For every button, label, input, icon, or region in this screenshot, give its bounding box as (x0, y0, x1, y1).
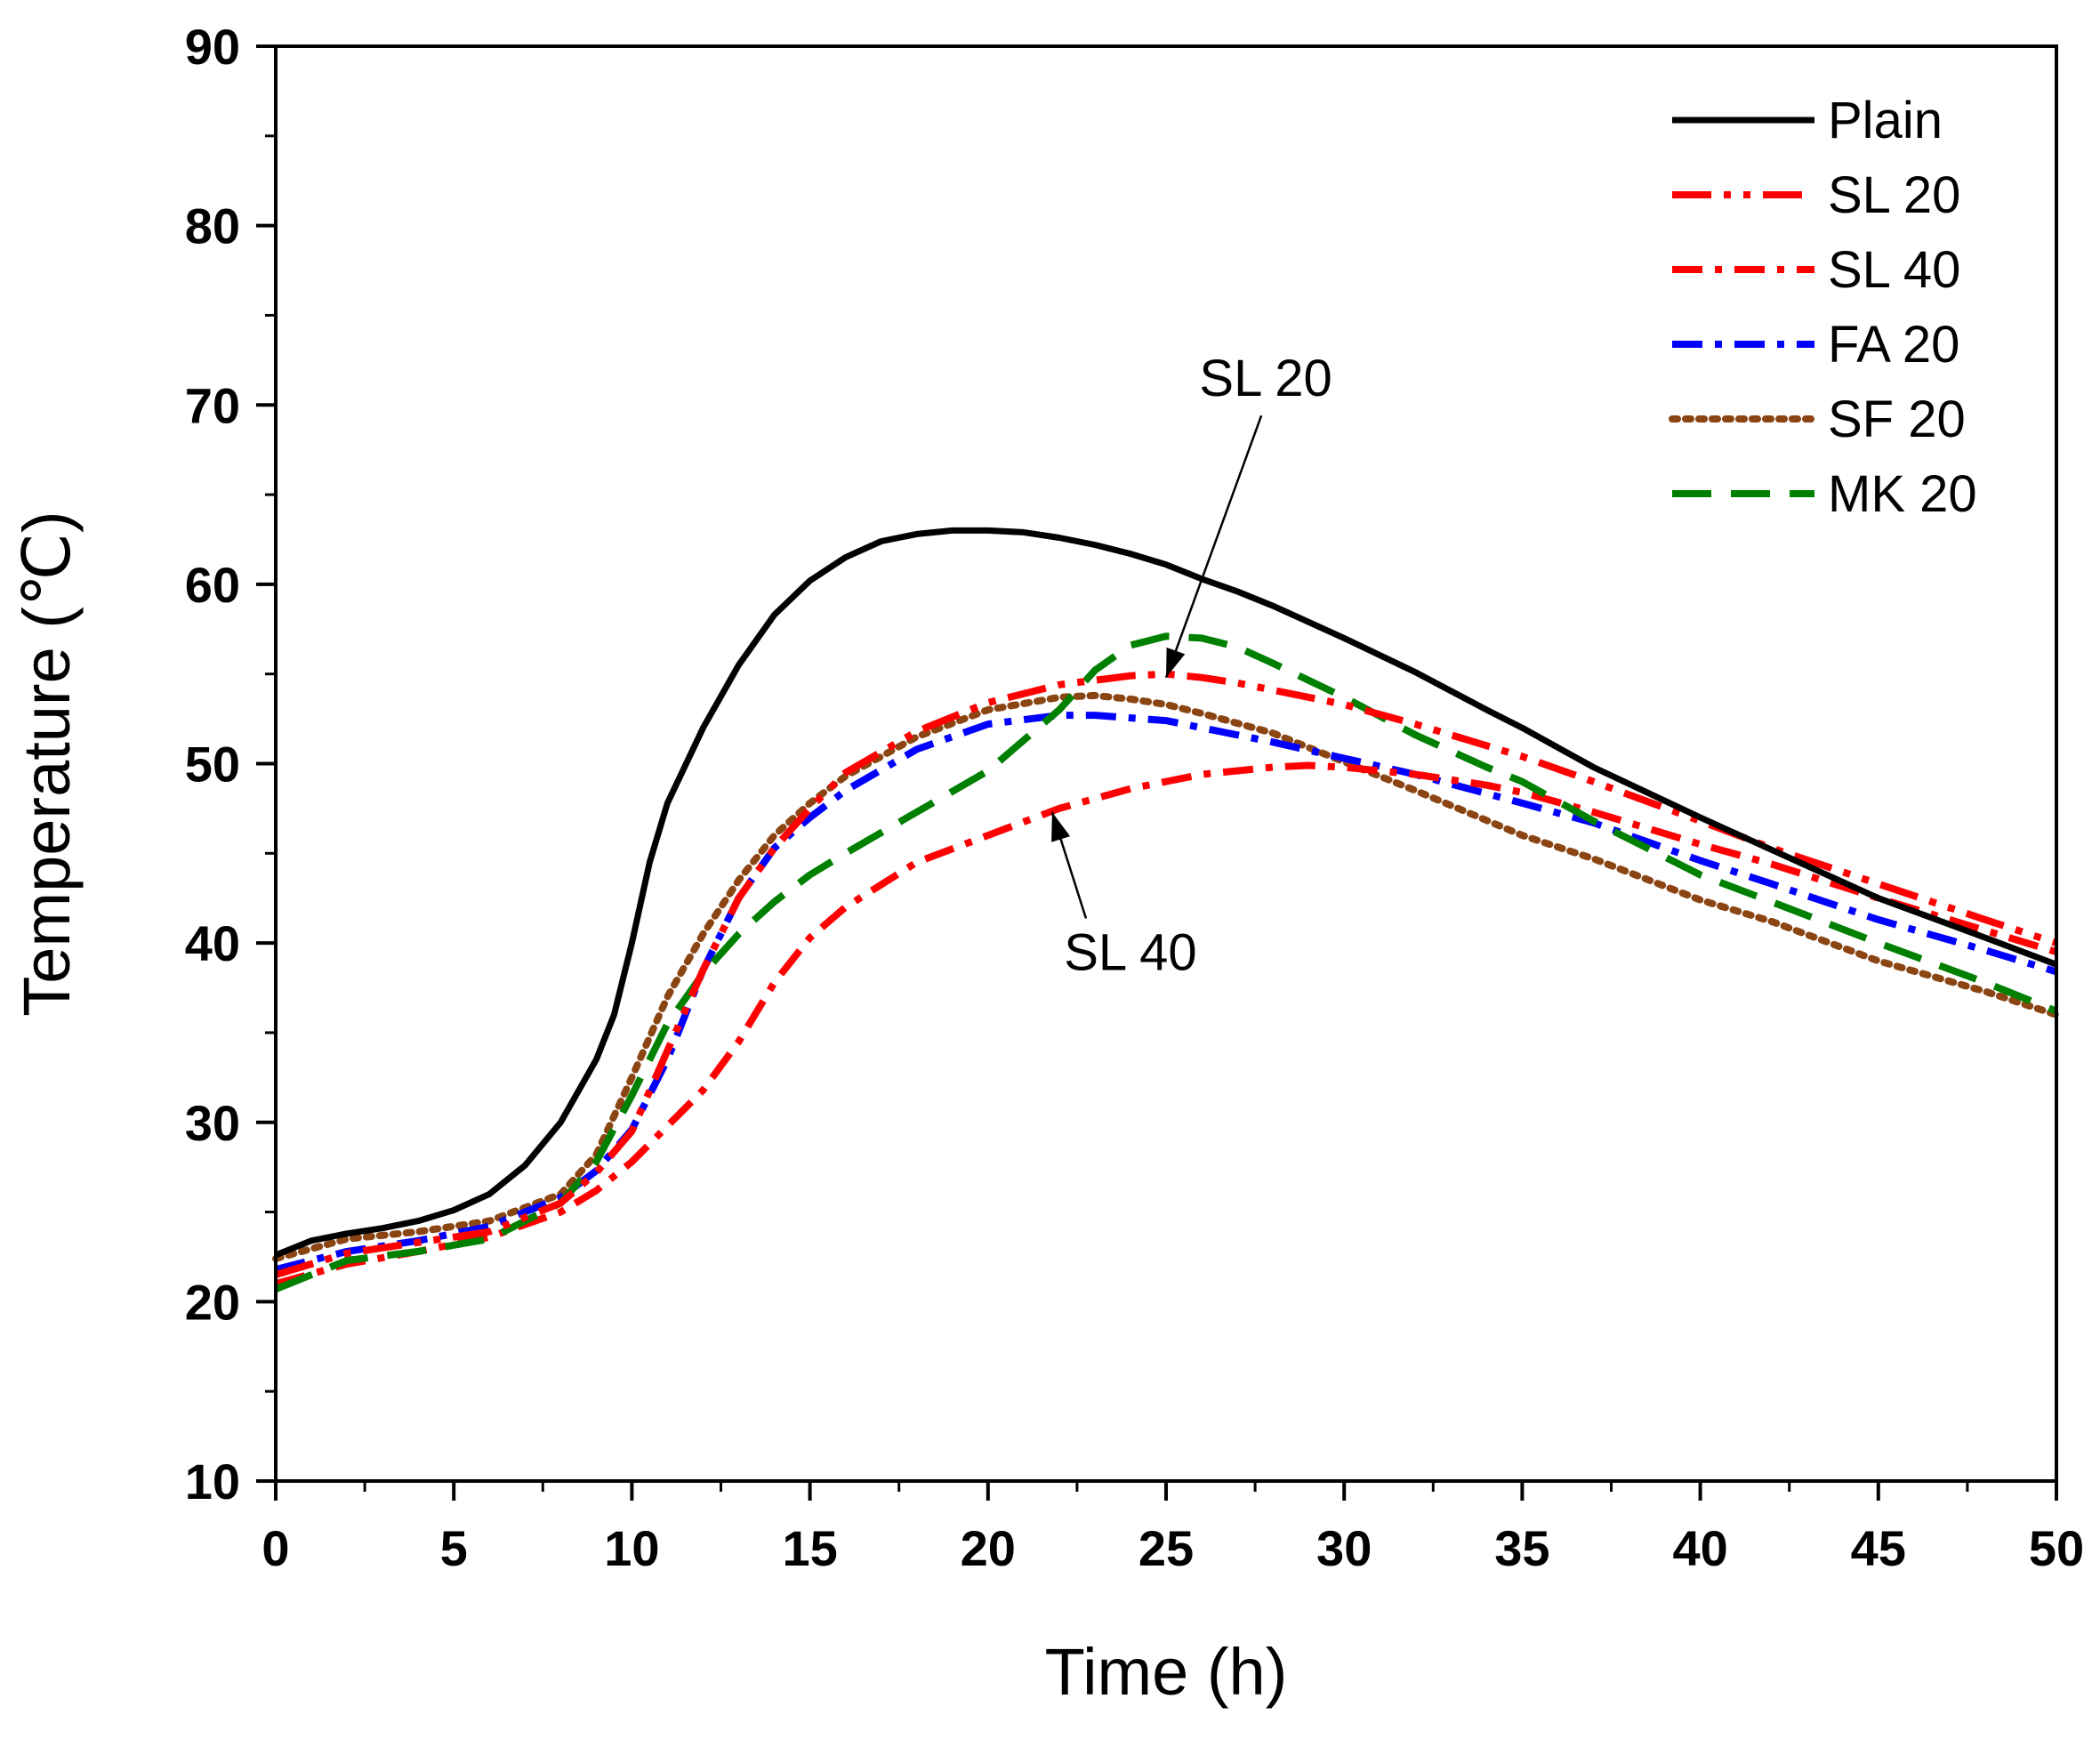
series-line-sf-20 (272, 691, 2060, 1262)
plot-frame (274, 44, 2058, 1483)
x-tick-label: 5 (440, 1520, 468, 1576)
x-tick-label: 25 (1139, 1520, 1194, 1576)
y-tick-label: 70 (185, 377, 240, 433)
series-line-sl-40 (274, 761, 2058, 1288)
legend-label-sl-40: SL 40 (1828, 241, 1960, 299)
x-tick-label: 10 (604, 1520, 659, 1576)
legend-label-fa-20: FA 20 (1828, 316, 1959, 374)
series-line-fa-20 (275, 712, 2058, 1273)
legend: Plain SL 20 SL 40 FA 20 SF 20 MK 20 (1669, 92, 1977, 523)
annotation-label-sl-20: SL 20 (1199, 350, 1332, 407)
legend-label-sl-20: SL 20 (1828, 166, 1960, 224)
y-tick-label: 30 (185, 1095, 240, 1151)
x-tick-label: 0 (261, 1520, 289, 1576)
annotation-label-sl-40: SL 40 (1064, 923, 1196, 981)
y-tick-label: 60 (185, 557, 240, 613)
y-tick-label: 40 (185, 915, 240, 971)
y-tick-label: 10 (185, 1453, 240, 1510)
y-tick-label: 50 (185, 737, 240, 793)
legend-label-mk-20: MK 20 (1828, 465, 1977, 523)
x-tick-label: 40 (1672, 1520, 1727, 1576)
annotation-arrow-sl-20 (1164, 415, 1263, 679)
legend-label-plain: Plain (1828, 92, 1943, 149)
x-tick-label: 15 (782, 1520, 837, 1576)
x-tick-label: 50 (2029, 1520, 2084, 1576)
x-axis-title: Time (h) (1045, 1635, 1288, 1709)
series-line-mk-20 (274, 632, 2058, 1293)
y-tick-label: 80 (185, 198, 240, 254)
annotation-arrowhead-sl-40 (1051, 811, 1071, 842)
series-line-plain (274, 527, 2058, 1259)
x-tick-label: 45 (1851, 1520, 1906, 1576)
x-tick-label: 20 (961, 1520, 1016, 1576)
series-line-sl-20 (274, 670, 2058, 1278)
y-axis-title: Temperature (℃) (10, 511, 84, 1016)
y-tick-label: 90 (185, 19, 240, 75)
legend-label-sf-20: SF 20 (1828, 390, 1966, 448)
y-tick-label: 20 (185, 1274, 240, 1330)
x-tick-label: 35 (1494, 1520, 1549, 1576)
annotation-arrowhead-sl-20 (1166, 647, 1186, 678)
x-tick-label: 30 (1316, 1520, 1372, 1576)
